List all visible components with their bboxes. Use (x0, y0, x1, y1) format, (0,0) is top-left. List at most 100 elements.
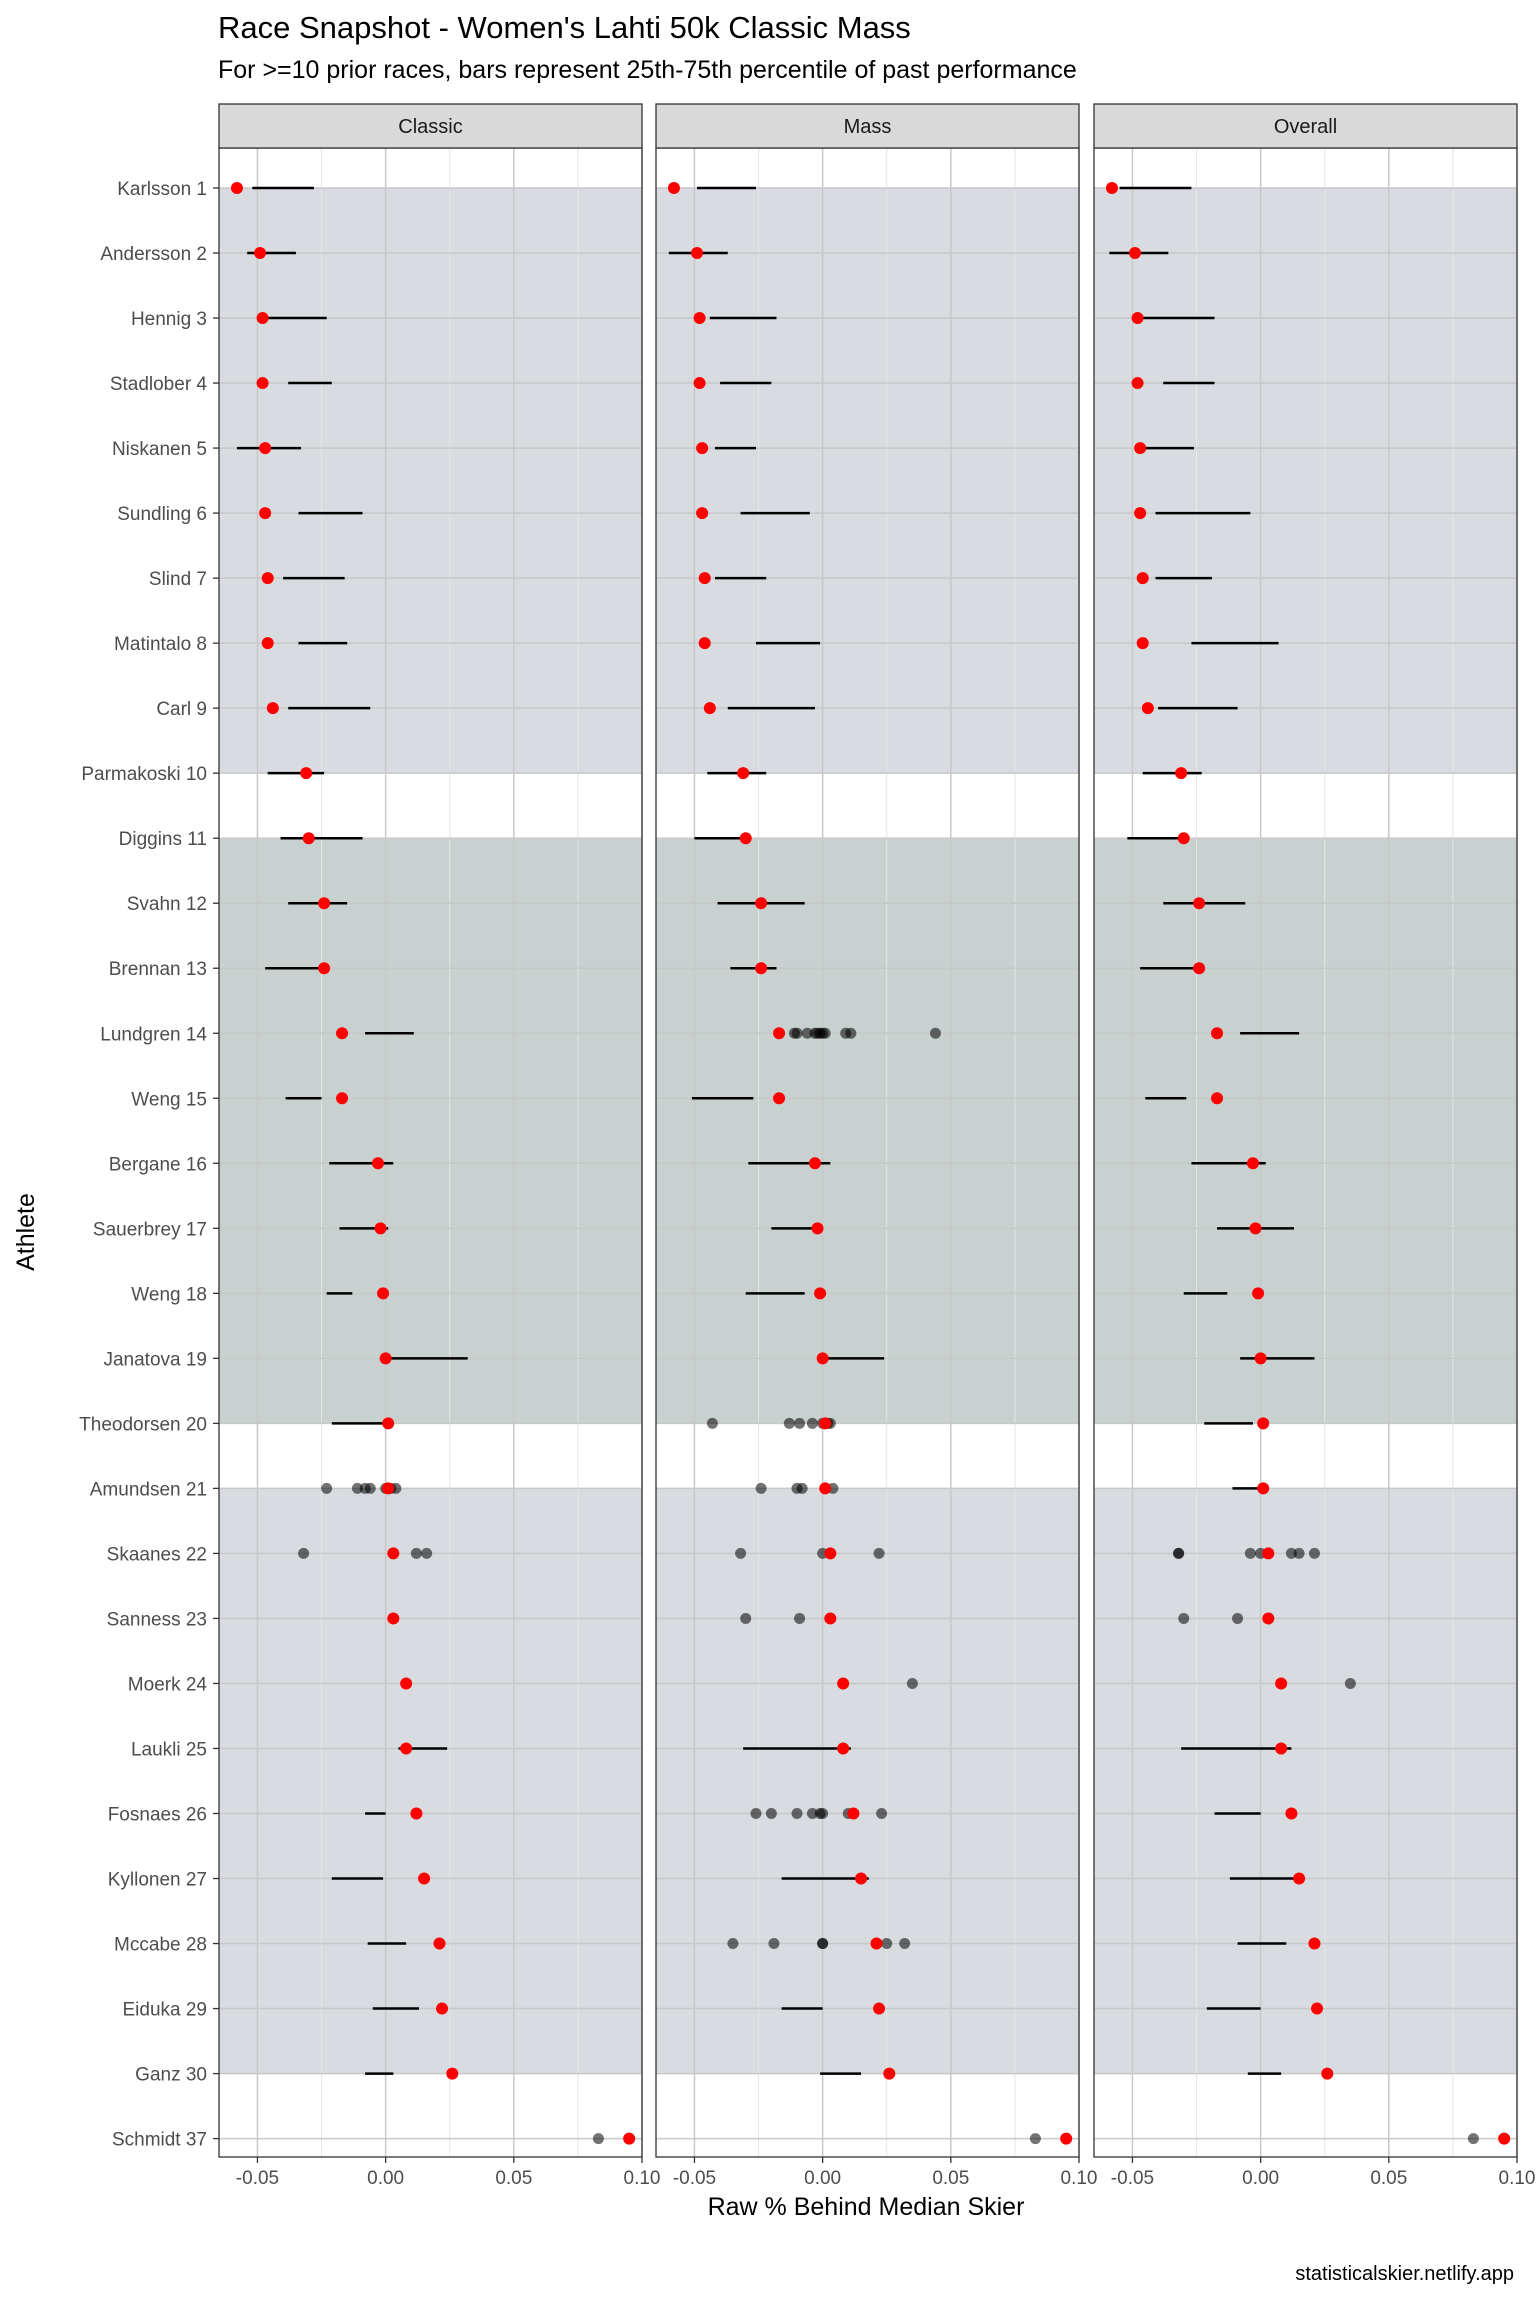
chart-title: Race Snapshot - Women's Lahti 50k Classi… (218, 10, 911, 45)
x-tick-label: 0.10 (1499, 2168, 1536, 2189)
current-race-point (824, 1547, 837, 1560)
y-tick-label: Hennig 3 (131, 309, 207, 330)
current-race-point (254, 247, 267, 260)
y-tick-label: Kyllonen 27 (108, 1870, 207, 1891)
past-race-point (421, 1547, 433, 1559)
group-band (219, 838, 642, 1424)
past-race-point (755, 1482, 767, 1494)
y-tick-label: Parmakoski 10 (81, 764, 207, 785)
current-race-point (259, 507, 272, 520)
current-race-point (1321, 2067, 1334, 2080)
current-race-point (1134, 442, 1147, 455)
x-tick-label: 0.05 (932, 2168, 969, 2189)
current-race-point (379, 1352, 392, 1365)
x-tick-label: -0.05 (673, 2168, 716, 2189)
current-race-point (1177, 832, 1190, 845)
past-race-point (819, 1027, 831, 1039)
panel-overall: Overall -0.05 0.00 0.05 0.10 (1093, 103, 1536, 2189)
x-axis-title: Raw % Behind Median Skier (708, 2193, 1025, 2221)
y-tick-label: Sauerbrey 17 (93, 1219, 207, 1240)
y-tick-label: Weng 18 (131, 1284, 207, 1305)
x-tick-label: -0.05 (1111, 2168, 1154, 2189)
panels-layer: Classic -0.05 0.00 0.05 0.10 Mass -0.05 0.00 0.0… (218, 103, 1536, 2189)
current-race-point (696, 507, 709, 520)
y-tick-label: Andersson 2 (100, 244, 207, 265)
current-race-point (400, 1677, 413, 1690)
past-race-point (791, 1808, 803, 1819)
current-race-point (1293, 1872, 1306, 1885)
current-race-point (259, 442, 272, 455)
y-axis: Karlsson 1 Andersson 2 Hennig 3 Stadlober 4… (79, 179, 219, 2151)
y-tick-label: Karlsson 1 (117, 179, 207, 200)
current-race-point (1060, 2132, 1073, 2145)
past-race-point (765, 1808, 777, 1819)
past-race-point (1308, 1547, 1320, 1559)
current-race-point (1131, 377, 1144, 390)
current-race-point (433, 1937, 446, 1950)
y-tick-label: Laukli 25 (131, 1739, 207, 1760)
current-race-point (1257, 1482, 1270, 1495)
y-tick-label: Sanness 23 (107, 1609, 207, 1630)
y-tick-label: Carl 9 (156, 699, 207, 720)
y-tick-label: Niskanen 5 (112, 439, 207, 460)
current-race-point (377, 1287, 390, 1300)
current-race-point (230, 182, 243, 194)
past-race-point (817, 1938, 829, 1950)
current-race-point (1262, 1547, 1275, 1560)
current-race-point (816, 1352, 829, 1365)
current-race-point (808, 1157, 821, 1170)
current-race-point (696, 442, 709, 455)
current-race-point (318, 962, 331, 975)
past-race-point (750, 1808, 762, 1819)
past-race-point (1029, 2133, 1041, 2145)
past-race-point (1232, 1612, 1244, 1624)
past-race-point (364, 1482, 376, 1494)
group-band (1094, 188, 1517, 774)
current-race-point (1105, 182, 1118, 194)
past-race-point (796, 1482, 808, 1494)
group-band (656, 188, 1079, 774)
y-tick-label: Eiduka 29 (122, 2000, 207, 2021)
past-race-point (298, 1547, 310, 1559)
past-race-point (876, 1808, 888, 1819)
current-race-point (837, 1742, 850, 1755)
current-race-point (870, 1937, 883, 1950)
y-tick-label: Janatova 19 (103, 1349, 207, 1370)
past-race-point (706, 1417, 718, 1429)
facet-strip-label: Classic (398, 116, 462, 138)
past-race-point (351, 1482, 363, 1494)
current-race-point (1275, 1742, 1288, 1755)
current-race-point (1193, 962, 1206, 975)
current-race-point (256, 312, 269, 325)
past-race-point (906, 1677, 918, 1689)
y-tick-label: Skaanes 22 (107, 1544, 207, 1565)
past-race-point (806, 1417, 818, 1429)
y-tick-label: Amundsen 21 (90, 1479, 207, 1500)
current-race-point (382, 1417, 395, 1430)
past-race-point (817, 1808, 829, 1819)
y-tick-label: Fosnaes 26 (108, 1805, 207, 1826)
facet-strip (655, 103, 1080, 149)
current-race-point (1262, 1612, 1275, 1625)
current-race-point (1136, 637, 1149, 650)
current-race-point (256, 377, 269, 390)
past-race-point (801, 1027, 813, 1039)
facet-strip (218, 103, 643, 149)
y-tick-label: Slind 7 (149, 569, 207, 590)
past-race-point (794, 1417, 806, 1429)
past-race-point (735, 1547, 747, 1559)
past-race-point (899, 1938, 911, 1950)
current-race-point (755, 897, 768, 910)
past-race-point (845, 1027, 857, 1039)
current-race-point (1252, 1287, 1265, 1300)
facet-strip (1093, 103, 1518, 149)
y-tick-label: Diggins 11 (119, 829, 207, 850)
current-race-point (691, 247, 704, 260)
current-race-point (1498, 2132, 1511, 2145)
current-race-point (698, 637, 711, 650)
current-race-point (1249, 1222, 1262, 1235)
past-race-point (1173, 1547, 1185, 1559)
past-race-point (794, 1612, 806, 1624)
current-race-point (266, 702, 279, 715)
y-axis-title: Athlete (12, 1193, 40, 1271)
